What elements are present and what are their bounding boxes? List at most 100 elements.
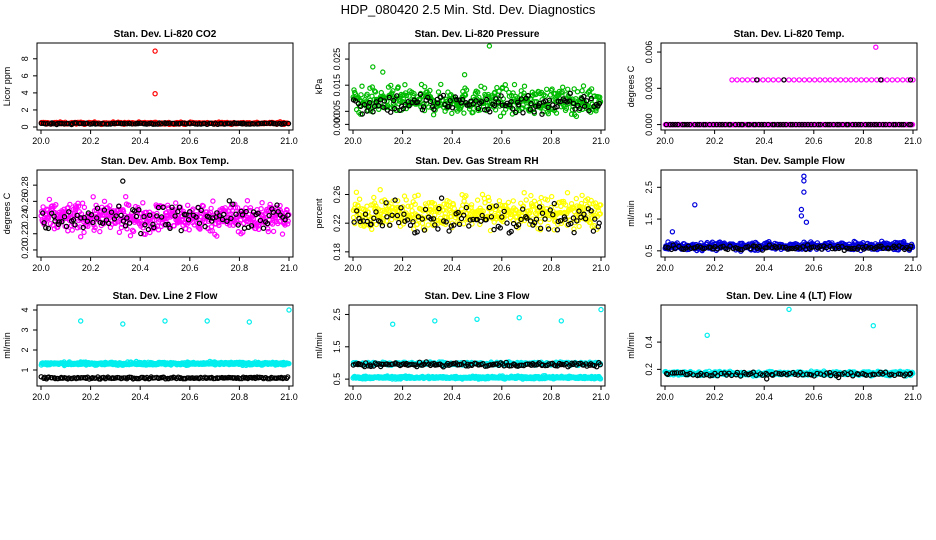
data-point bbox=[484, 96, 490, 103]
data-point bbox=[141, 213, 147, 220]
data-point bbox=[233, 211, 239, 217]
panel-title: Stan. Dev. Sample Flow bbox=[733, 156, 845, 167]
data-point bbox=[246, 319, 252, 325]
y-axis-label: ml/min bbox=[2, 332, 12, 359]
data-point bbox=[502, 81, 508, 88]
data-point bbox=[427, 98, 434, 105]
data-point bbox=[789, 121, 796, 128]
data-point bbox=[504, 220, 510, 226]
data-point bbox=[571, 86, 577, 92]
data-point bbox=[880, 121, 886, 128]
data-points bbox=[350, 186, 604, 236]
data-point bbox=[808, 244, 815, 250]
data-point bbox=[858, 77, 865, 83]
data-point bbox=[533, 216, 540, 222]
y-tick-label: 4 bbox=[20, 90, 30, 95]
data-point bbox=[397, 98, 403, 104]
data-point bbox=[90, 219, 96, 226]
data-point bbox=[756, 243, 763, 250]
data-point bbox=[825, 121, 831, 128]
data-point bbox=[120, 218, 127, 224]
data-point bbox=[474, 316, 480, 322]
data-point bbox=[356, 196, 363, 202]
data-point bbox=[403, 92, 410, 99]
data-point bbox=[570, 215, 577, 221]
data-point bbox=[539, 210, 546, 216]
data-point bbox=[441, 218, 447, 224]
data-point bbox=[546, 97, 553, 104]
x-tick-label: 20.6 bbox=[805, 136, 823, 146]
data-point bbox=[846, 245, 852, 252]
data-point bbox=[260, 225, 267, 231]
x-tick-label: 20.2 bbox=[394, 263, 412, 273]
data-point bbox=[265, 228, 271, 235]
data-point bbox=[394, 212, 401, 219]
data-point bbox=[162, 376, 169, 382]
data-point bbox=[900, 77, 906, 83]
x-tick-label: 20.4 bbox=[131, 392, 149, 402]
data-point bbox=[438, 195, 445, 201]
data-point bbox=[667, 121, 673, 128]
data-points bbox=[38, 307, 292, 382]
data-point bbox=[46, 374, 52, 380]
data-point bbox=[499, 102, 505, 108]
data-point bbox=[121, 120, 127, 127]
data-point bbox=[863, 77, 870, 83]
data-point bbox=[52, 375, 58, 382]
data-point bbox=[126, 202, 132, 208]
data-point bbox=[377, 218, 383, 225]
data-point bbox=[77, 120, 84, 127]
data-point bbox=[717, 121, 723, 128]
data-point bbox=[486, 43, 493, 49]
data-point bbox=[124, 215, 130, 221]
data-point bbox=[780, 244, 786, 250]
data-point bbox=[285, 221, 291, 227]
data-point bbox=[377, 186, 383, 193]
data-point bbox=[391, 97, 397, 104]
data-point bbox=[224, 218, 230, 224]
data-point bbox=[808, 121, 814, 128]
data-point bbox=[520, 206, 526, 212]
data-point bbox=[513, 109, 519, 116]
x-tick-label: 20.6 bbox=[805, 263, 823, 273]
data-point bbox=[873, 44, 879, 50]
data-point bbox=[392, 197, 398, 203]
data-point bbox=[183, 121, 190, 127]
data-point bbox=[786, 77, 792, 83]
data-point bbox=[462, 92, 469, 98]
panel-title: Stan. Dev. Li-820 Pressure bbox=[415, 29, 540, 40]
data-point bbox=[598, 202, 604, 208]
data-point bbox=[63, 223, 70, 230]
data-point bbox=[812, 77, 818, 83]
data-point bbox=[122, 223, 129, 229]
plot-frame bbox=[660, 169, 918, 258]
y-axis-label: degrees C bbox=[2, 192, 12, 234]
y-axis-label: ml/min bbox=[626, 200, 636, 227]
data-point bbox=[849, 245, 855, 252]
data-point bbox=[682, 121, 688, 128]
data-point bbox=[775, 121, 781, 128]
x-tick-label: 20.8 bbox=[543, 263, 561, 273]
data-point bbox=[170, 120, 177, 127]
x-tick-label: 20.4 bbox=[755, 136, 773, 146]
data-point bbox=[495, 99, 502, 105]
data-point bbox=[908, 121, 914, 128]
data-point bbox=[394, 93, 400, 99]
data-point bbox=[800, 243, 806, 250]
data-point bbox=[430, 111, 437, 118]
data-point bbox=[577, 105, 583, 112]
data-point bbox=[113, 213, 119, 219]
data-point bbox=[286, 360, 292, 367]
data-point bbox=[574, 88, 581, 95]
data-point bbox=[120, 321, 126, 327]
data-point bbox=[447, 98, 453, 104]
data-point bbox=[100, 212, 106, 218]
data-point bbox=[234, 205, 241, 211]
data-point bbox=[380, 361, 386, 367]
data-point bbox=[542, 216, 548, 222]
data-point bbox=[46, 196, 53, 203]
data-point bbox=[396, 219, 402, 226]
data-point bbox=[565, 86, 571, 93]
